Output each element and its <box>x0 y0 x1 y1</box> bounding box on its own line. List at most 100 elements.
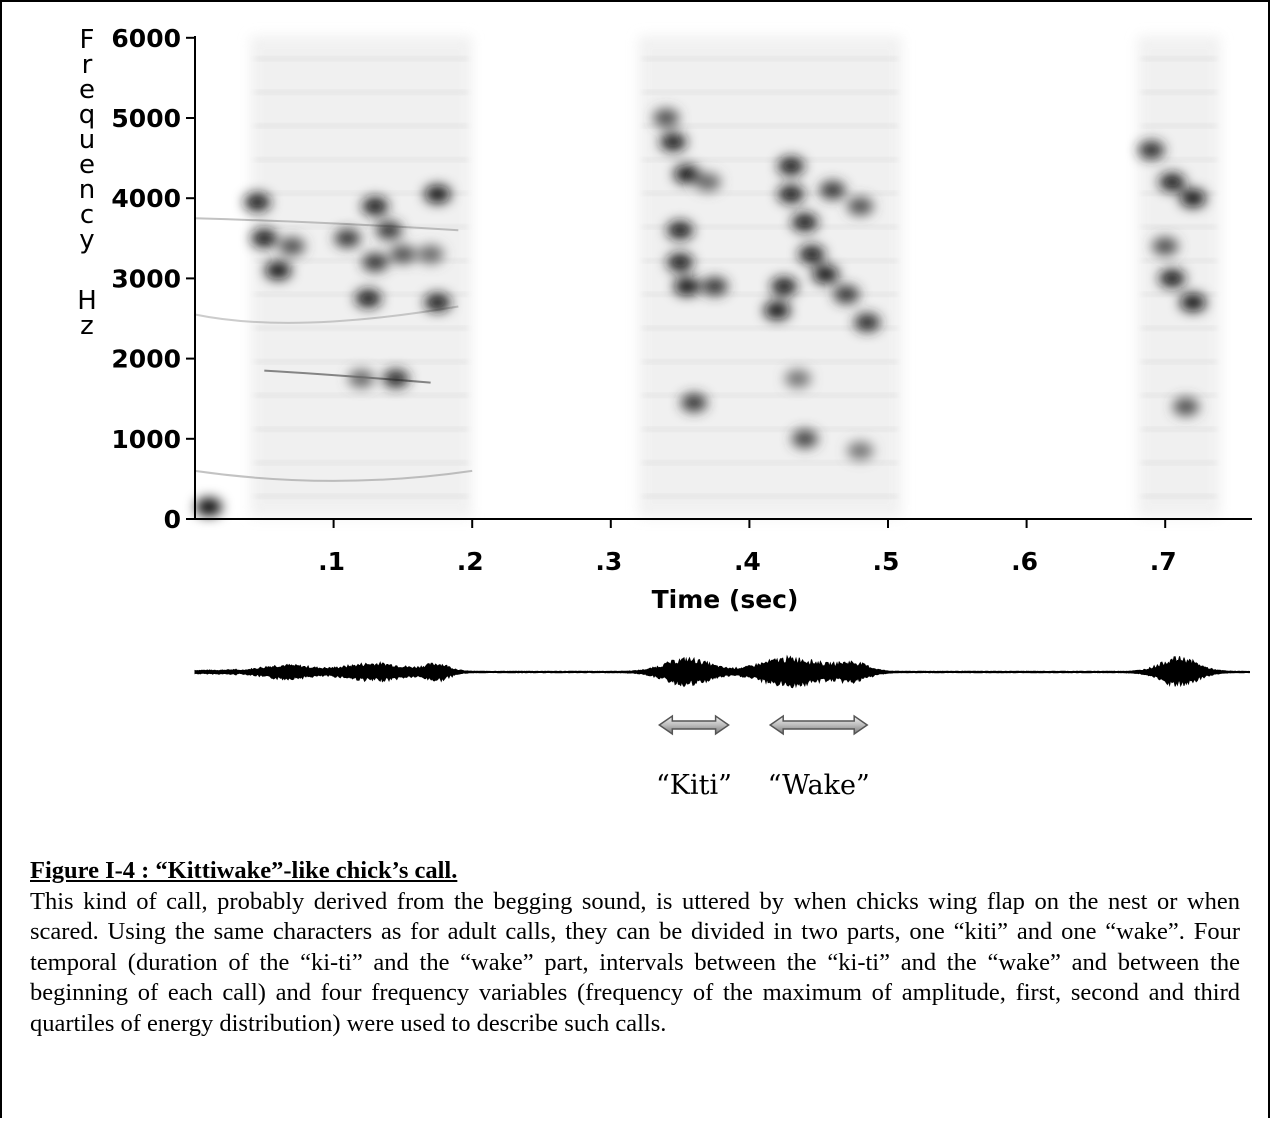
energy-blob <box>777 185 804 204</box>
energy-blob <box>265 261 292 280</box>
energy-blob <box>1159 173 1186 192</box>
harmonic-streak <box>254 191 469 195</box>
y-tick-label: 1000 <box>111 425 181 454</box>
y-label-letter: y <box>79 225 94 255</box>
y-label-letter: e <box>79 75 95 105</box>
harmonic-streak <box>1141 158 1217 162</box>
energy-blob <box>791 429 818 448</box>
background-trace <box>194 469 473 482</box>
y-tick-label: 2000 <box>111 345 181 374</box>
harmonic-streak <box>1141 461 1217 465</box>
harmonic-streak <box>642 57 898 61</box>
energy-blob <box>854 313 881 332</box>
x-tick-label: .3 <box>595 547 622 576</box>
harmonic-streak <box>1141 57 1217 61</box>
harmonic-streak <box>642 292 898 296</box>
harmonic-streak <box>254 259 469 263</box>
background-trace <box>264 369 431 384</box>
wake-double-arrow <box>768 714 869 736</box>
x-tick-label: .7 <box>1150 547 1177 576</box>
energy-blob <box>389 245 416 264</box>
x-tick-label: .2 <box>457 547 484 576</box>
energy-blob <box>376 221 403 240</box>
y-tick-label: 0 <box>164 505 181 534</box>
syllable-annotations: “Kiti” “Wake” <box>656 714 870 801</box>
harmonic-streak <box>1141 259 1217 263</box>
energy-blob <box>424 185 451 204</box>
energy-blob <box>362 253 389 272</box>
energy-blob <box>362 197 389 216</box>
energy-blob <box>424 293 451 312</box>
y-label-letter: H <box>77 286 97 316</box>
energy-blob <box>251 229 278 248</box>
energy-blob <box>1159 269 1186 288</box>
harmonic-streak <box>1141 191 1217 195</box>
harmonic-streak <box>254 225 469 229</box>
harmonic-streak <box>642 191 898 195</box>
harmonic-streak <box>642 259 898 263</box>
harmonic-streak <box>642 393 898 397</box>
background-trace <box>194 217 459 232</box>
harmonic-streak <box>1141 292 1217 296</box>
harmonic-streak <box>642 326 898 330</box>
energy-blob <box>279 237 306 256</box>
energy-blob <box>777 157 804 176</box>
energy-blob <box>660 133 687 152</box>
harmonic-streak <box>254 461 469 465</box>
harmonic-streak <box>1141 90 1217 94</box>
harmonic-streak <box>642 461 898 465</box>
energy-blob <box>1138 141 1165 160</box>
y-label-letter: q <box>79 100 96 130</box>
harmonic-streak <box>642 360 898 364</box>
x-tick-label: .6 <box>1011 547 1038 576</box>
energy-blob <box>771 277 798 296</box>
x-axis-ticks: .1 .2 .3 .4 .5 .6 .7 <box>318 519 1177 576</box>
energy-blob <box>334 229 361 248</box>
energy-blob <box>798 245 825 264</box>
harmonic-streak <box>254 90 469 94</box>
energy-blob <box>694 173 721 192</box>
x-tick-label: .4 <box>734 547 761 576</box>
y-label-letter: z <box>80 311 94 341</box>
energy-blob <box>653 109 680 127</box>
energy-blob <box>847 197 874 216</box>
wake-label: “Wake” <box>768 770 870 801</box>
y-label-letter: r <box>82 50 93 80</box>
harmonic-streak <box>254 326 469 330</box>
energy-blob <box>382 369 409 388</box>
background-trace <box>194 305 459 324</box>
y-label-letter: u <box>79 125 95 155</box>
y-label-letter: F <box>80 25 95 55</box>
harmonic-streak <box>254 57 469 61</box>
y-tick-label: 3000 <box>111 264 181 293</box>
harmonic-streak <box>1141 124 1217 128</box>
harmonic-streak <box>254 393 469 397</box>
y-tick-label: 6000 <box>111 24 181 53</box>
energy-blob-layer <box>195 109 1206 516</box>
x-axis-title: Time (sec) <box>652 585 799 614</box>
energy-blob <box>674 165 701 184</box>
energy-blob <box>1152 237 1179 256</box>
harmonic-streak <box>1141 225 1217 229</box>
call-background-layer <box>194 36 1221 517</box>
energy-blob <box>812 265 839 284</box>
x-tick-label: .5 <box>873 547 900 576</box>
energy-blob <box>417 245 444 264</box>
call-spectral-background <box>638 36 902 517</box>
energy-blob <box>847 441 874 460</box>
harmonic-streak <box>1141 427 1217 431</box>
caption-title: Figure I-4 : “Kittiwake”-like chick’s ca… <box>30 857 458 884</box>
harmonic-streak <box>642 90 898 94</box>
energy-blob <box>701 277 728 296</box>
y-label-letter: e <box>79 150 95 180</box>
harmonic-streak <box>1141 494 1217 498</box>
kiti-double-arrow <box>657 714 730 736</box>
energy-blob <box>355 289 382 308</box>
harmonic-streak <box>1141 393 1217 397</box>
energy-blob <box>244 193 271 212</box>
energy-blob <box>667 253 694 272</box>
harmonic-streak <box>642 494 898 498</box>
